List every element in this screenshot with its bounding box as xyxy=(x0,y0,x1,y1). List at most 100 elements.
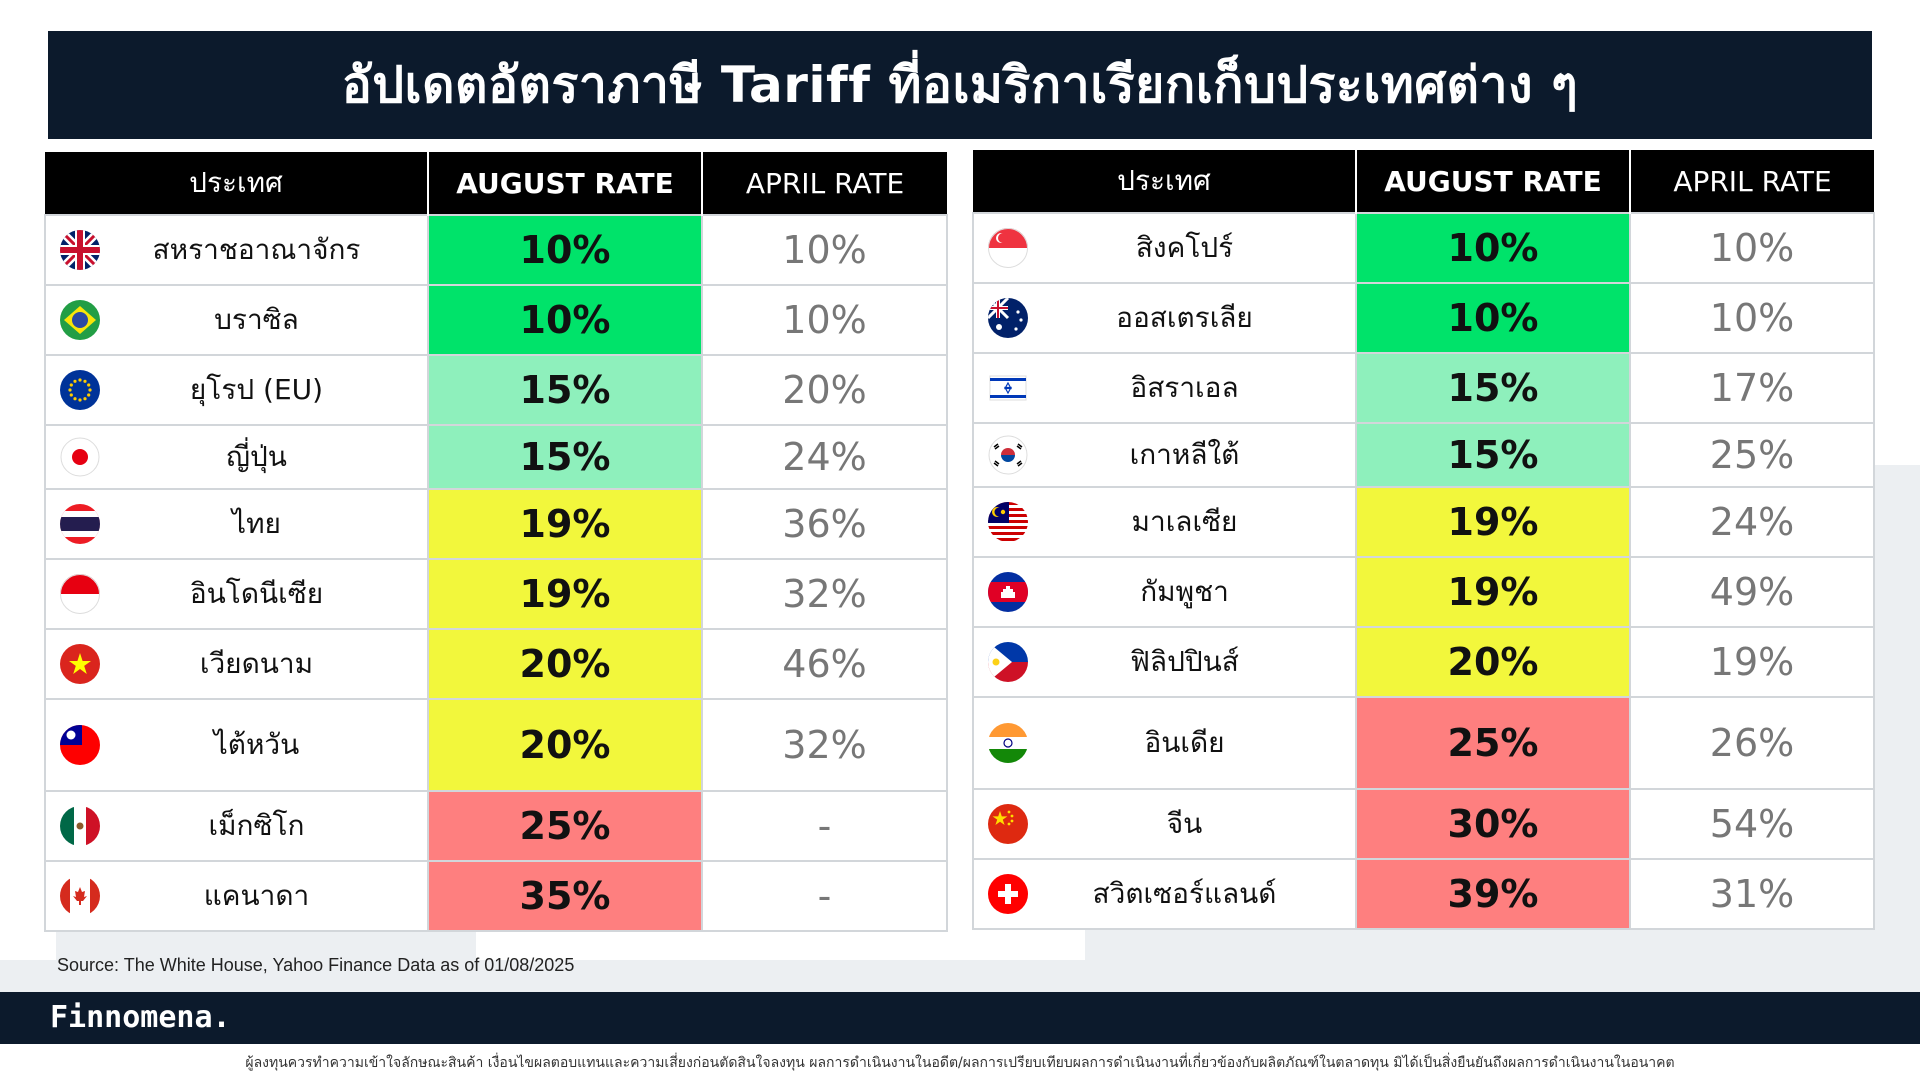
country-name: เกาหลีใต้ xyxy=(1129,438,1240,471)
country-cell: มาเลเซีย xyxy=(972,486,1357,558)
april-rate-cell: 20% xyxy=(701,354,948,426)
india-flag-icon xyxy=(988,723,1028,763)
april-rate-cell: 24% xyxy=(1629,486,1875,558)
country-cell: เวียดนาม xyxy=(44,628,429,700)
august-rate-cell: 10% xyxy=(1355,282,1631,354)
august-rate-cell: 20% xyxy=(1355,626,1631,698)
april-rate-cell: 25% xyxy=(1629,422,1875,488)
indonesia-flag-icon xyxy=(60,574,100,614)
table-row: ไทย 19% 36% xyxy=(44,488,948,560)
mexico-flag-icon xyxy=(60,806,100,846)
country-name: อินเดีย xyxy=(1144,726,1225,759)
country-cell: จีน xyxy=(972,788,1357,860)
country-name: กัมพูชา xyxy=(1140,575,1229,608)
country-name: อินโดนีเซีย xyxy=(189,577,324,610)
switzerland-flag-icon xyxy=(988,874,1028,914)
august-rate-cell: 10% xyxy=(1355,212,1631,284)
disclaimer-text: ผู้ลงทุนควรทำความเข้าใจลักษณะสินค้า เงื่… xyxy=(245,1055,1675,1071)
header-august-rate: AUGUST RATE xyxy=(428,152,703,215)
philippines-flag-icon xyxy=(988,642,1028,682)
april-rate-cell: 10% xyxy=(701,214,948,286)
country-cell: เม็กซิโก xyxy=(44,790,429,862)
cambodia-flag-icon xyxy=(988,572,1028,612)
brazil-flag-icon xyxy=(60,300,100,340)
table-row: สิงคโปร์ 10% 10% xyxy=(972,212,1875,284)
country-cell: อินเดีย xyxy=(972,696,1357,790)
table-row: จีน 30% 54% xyxy=(972,788,1875,860)
table-row: กัมพูชา 19% 49% xyxy=(972,556,1875,628)
table-row: สหราชอาณาจักร 10% 10% xyxy=(44,214,948,286)
taiwan-flag-icon xyxy=(60,725,100,765)
august-rate-cell: 15% xyxy=(1355,352,1631,424)
august-rate-cell: 39% xyxy=(1355,858,1631,930)
april-rate-cell: 46% xyxy=(701,628,948,700)
table-row: อินเดีย 25% 26% xyxy=(972,696,1875,790)
country-name: มาเลเซีย xyxy=(1131,505,1238,538)
country-cell: สิงคโปร์ xyxy=(972,212,1357,284)
august-rate-cell: 10% xyxy=(427,214,703,286)
country-cell: ออสเตรเลีย xyxy=(972,282,1357,354)
april-rate-cell: 36% xyxy=(701,488,948,560)
table-row: ไต้หวัน 20% 32% xyxy=(44,698,948,792)
country-cell: เกาหลีใต้ xyxy=(972,422,1357,488)
table-row: บราซิล 10% 10% xyxy=(44,284,948,356)
table-row: แคนาดา 35% - xyxy=(44,860,948,932)
april-rate-cell: 24% xyxy=(701,424,948,490)
august-rate-cell: 19% xyxy=(1355,486,1631,558)
country-name: ออสเตรเลีย xyxy=(1116,301,1253,334)
header-august-rate: AUGUST RATE xyxy=(1356,150,1631,213)
august-rate-cell: 15% xyxy=(1355,422,1631,488)
table-row: อินโดนีเซีย 19% 32% xyxy=(44,558,948,630)
april-rate-cell: 31% xyxy=(1629,858,1875,930)
country-cell: สวิตเซอร์แลนด์ xyxy=(972,858,1357,930)
table-header-row: ประเทศ AUGUST RATE APRIL RATE xyxy=(45,152,947,215)
table-row: มาเลเซีย 19% 24% xyxy=(972,486,1875,558)
august-rate-cell: 15% xyxy=(427,354,703,426)
april-rate-cell: 54% xyxy=(1629,788,1875,860)
august-rate-cell: 25% xyxy=(427,790,703,862)
table-header-row: ประเทศ AUGUST RATE APRIL RATE xyxy=(973,150,1874,213)
country-name: จีน xyxy=(1166,807,1203,840)
august-rate-cell: 25% xyxy=(1355,696,1631,790)
april-rate-cell: - xyxy=(701,860,948,932)
table-row: เวียดนาม 20% 46% xyxy=(44,628,948,700)
background-shape xyxy=(0,960,1085,992)
header-country: ประเทศ xyxy=(45,152,429,215)
april-rate-cell: 10% xyxy=(1629,212,1875,284)
april-rate-cell: 32% xyxy=(701,698,948,792)
country-name: สวิตเซอร์แลนด์ xyxy=(1092,877,1277,910)
august-rate-cell: 15% xyxy=(427,424,703,490)
country-name: ยุโรป (EU) xyxy=(189,373,324,406)
header-april-rate: APRIL RATE xyxy=(702,152,947,215)
canada-flag-icon xyxy=(60,876,100,916)
country-cell: ยุโรป (EU) xyxy=(44,354,429,426)
country-cell: ฟิลิปปินส์ xyxy=(972,626,1357,698)
august-rate-cell: 20% xyxy=(427,628,703,700)
country-name: อิสราเอล xyxy=(1130,371,1239,404)
country-name: เม็กซิโก xyxy=(208,809,305,842)
august-rate-cell: 20% xyxy=(427,698,703,792)
country-cell: อิสราเอล xyxy=(972,352,1357,424)
august-rate-cell: 19% xyxy=(1355,556,1631,628)
country-cell: อินโดนีเซีย xyxy=(44,558,429,630)
table-row: ออสเตรเลีย 10% 10% xyxy=(972,282,1875,354)
country-name: ญี่ปุ่น xyxy=(226,440,287,473)
april-rate-cell: 10% xyxy=(701,284,948,356)
table-row: ยุโรป (EU) 15% 20% xyxy=(44,354,948,426)
country-name: บราซิล xyxy=(214,303,299,336)
august-rate-cell: 10% xyxy=(427,284,703,356)
singapore-flag-icon xyxy=(988,228,1028,268)
country-name: ไต้หวัน xyxy=(213,728,300,761)
country-name: แคนาดา xyxy=(203,879,310,912)
vietnam-flag-icon xyxy=(60,644,100,684)
footer-bar xyxy=(0,992,1920,1044)
august-rate-cell: 35% xyxy=(427,860,703,932)
tariff-table-right: ประเทศ AUGUST RATE APRIL RATE สิงคโปร์ 1… xyxy=(972,150,1875,930)
australia-flag-icon xyxy=(988,298,1028,338)
country-name: ไทย xyxy=(232,507,281,540)
table-row: เกาหลีใต้ 15% 25% xyxy=(972,422,1875,488)
page-title: อัปเดตอัตราภาษี Tariff ที่อเมริกาเรียกเก… xyxy=(48,31,1872,139)
country-name: สิงคโปร์ xyxy=(1135,231,1234,264)
august-rate-cell: 19% xyxy=(427,558,703,630)
country-name: เวียดนาม xyxy=(199,647,314,680)
